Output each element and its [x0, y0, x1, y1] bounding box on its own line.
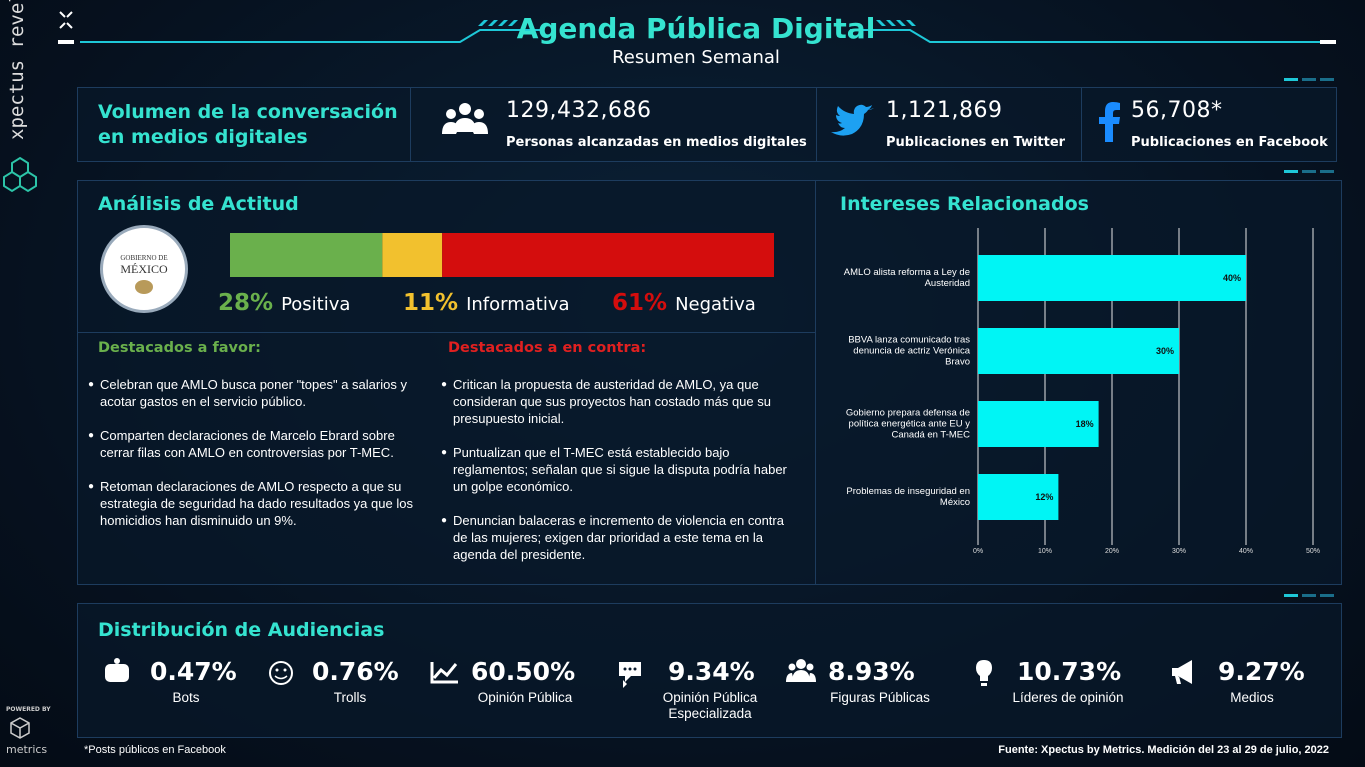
stat-label: Personas alcanzadas en medios digitales — [506, 135, 807, 150]
bar — [978, 255, 1246, 301]
attitude-segment — [382, 233, 443, 277]
subtitle: Resumen Semanal — [612, 47, 780, 68]
bar-value-label: 30% — [1156, 346, 1174, 356]
stat-value: 129,432,686 — [506, 98, 652, 123]
attitude-label: 61% Negativa — [612, 290, 756, 316]
footnote: *Posts públicos en Facebook — [84, 744, 226, 756]
divider — [1081, 88, 1082, 161]
audience-value: 9.34% — [668, 657, 755, 686]
divider — [816, 88, 817, 161]
logo-emblem — [135, 280, 153, 294]
divider — [815, 181, 816, 584]
panel-tabs — [1284, 78, 1334, 597]
divider — [410, 88, 411, 161]
twitter-icon — [831, 104, 874, 136]
audience-label: Opinión Pública Especializada — [662, 690, 758, 721]
attitude-name: Negativa — [675, 294, 756, 315]
highlight-item: Comparten declaraciones de Marcelo Ebrar… — [88, 427, 418, 461]
bar — [978, 401, 1099, 447]
audience-value: 9.27% — [1218, 657, 1305, 686]
audience-value: 8.93% — [828, 657, 915, 686]
attitude-name: Positiva — [281, 294, 351, 315]
title: Agenda Pública Digital — [516, 12, 876, 45]
x-tick-label: 20% — [1105, 548, 1119, 555]
audience-label: Opinión Pública — [477, 690, 573, 705]
powered-by: POWERED BY — [6, 706, 51, 713]
favor-title: Destacados a favor: — [98, 340, 261, 356]
audience-value: 0.47% — [150, 657, 237, 686]
audience-value: 60.50% — [471, 657, 576, 686]
attitude-label: 28% Positiva — [218, 290, 350, 316]
category-label: Problemas de inseguridad en México — [846, 486, 970, 508]
facebook-icon — [1099, 102, 1120, 142]
bar-value-label: 40% — [1223, 273, 1241, 283]
divider — [78, 332, 815, 333]
header-cap — [1320, 40, 1336, 44]
audience-value: 10.73% — [1017, 657, 1122, 686]
audience-label: Bots — [172, 690, 200, 705]
bar-value-label: 18% — [1076, 419, 1094, 429]
chart-title: Intereses Relacionados — [840, 193, 1089, 215]
highlight-item: Denuncian balaceras e incremento de viol… — [441, 512, 791, 563]
contra-block: Destacados a en contra: Critican la prop… — [441, 340, 791, 580]
highlight-item: Critican la propuesta de austeridad de A… — [441, 376, 791, 427]
contra-list: Critican la propuesta de austeridad de A… — [441, 376, 791, 563]
stat-label: Publicaciones en Twitter — [886, 135, 1066, 150]
audience-label: Medios — [1230, 690, 1274, 705]
favor-list: Celebran que AMLO busca poner "topes" a … — [88, 376, 418, 529]
attitude-title: Análisis de Actitud — [98, 193, 299, 215]
metrics-logo — [10, 717, 30, 739]
audience-label: Líderes de opinión — [1012, 690, 1124, 705]
logo-text: MÉXICO — [120, 262, 168, 276]
audience-value: 0.76% — [312, 657, 399, 686]
logo-text: GOBIERNO DE — [120, 254, 168, 262]
highlight-item: Puntualizan que el T-MEC está establecid… — [441, 444, 791, 495]
category-label: AMLO alista reforma a Ley de Austeridad — [843, 267, 970, 289]
x-tick-label: 0% — [973, 548, 983, 555]
attitude-segment — [230, 233, 383, 277]
audience-title: Distribución de Audiencias — [98, 619, 385, 641]
stat-label: Publicaciones en Facebook — [1131, 135, 1328, 150]
bar — [978, 328, 1179, 374]
highlight-item: Retoman declaraciones de AMLO respecto a… — [88, 478, 418, 529]
audience-label: Trolls — [333, 690, 367, 705]
attitude-label: 11% Informativa — [403, 290, 570, 316]
x-tick-label: 50% — [1306, 548, 1320, 555]
people-icon — [442, 103, 488, 134]
stat-value: 56,708* — [1131, 98, 1223, 123]
header-cap — [58, 40, 74, 44]
category-label: Gobierno prepara defensa de política ene… — [845, 407, 970, 441]
attitude-percent: 11% — [403, 290, 459, 316]
volume-title: Volumen de la conversación en medios dig… — [98, 101, 398, 148]
audience-icons — [105, 658, 1192, 688]
x-tick-label: 10% — [1038, 548, 1052, 555]
expand-icon — [59, 11, 73, 29]
volume-panel — [77, 87, 1337, 162]
attitude-percent: 61% — [612, 290, 668, 316]
metrics-brand: metrics — [6, 743, 48, 756]
attitude-segment — [442, 233, 774, 277]
header-line — [80, 29, 1320, 43]
interest-chart: 0% 10% 20% 30% 40% 50% 40% 30% 18% 12% — [973, 228, 1320, 555]
bar-value-label: 12% — [1035, 492, 1053, 502]
x-tick-label: 40% — [1239, 548, 1253, 555]
attitude-bar — [230, 233, 774, 277]
bar — [978, 474, 1059, 520]
attitude-name: Informativa — [466, 294, 570, 315]
stat-value: 1,121,869 — [886, 98, 1003, 123]
category-label: BBVA lanza comunicado tras denuncia de a… — [848, 334, 970, 368]
gob-logo: GOBIERNO DE MÉXICO — [100, 225, 188, 313]
highlight-item: Celebran que AMLO busca poner "topes" a … — [88, 376, 418, 410]
source: Fuente: Xpectus by Metrics. Medición del… — [998, 744, 1329, 756]
attitude-percent: 28% — [218, 290, 274, 316]
audience-label: Figuras Públicas — [830, 690, 930, 705]
brand-logo — [3, 156, 37, 193]
favor-block: Destacados a favor: Celebran que AMLO bu… — [88, 340, 418, 546]
audience-panel — [77, 603, 1342, 738]
contra-title: Destacados a en contra: — [448, 340, 647, 356]
x-tick-label: 30% — [1172, 548, 1186, 555]
